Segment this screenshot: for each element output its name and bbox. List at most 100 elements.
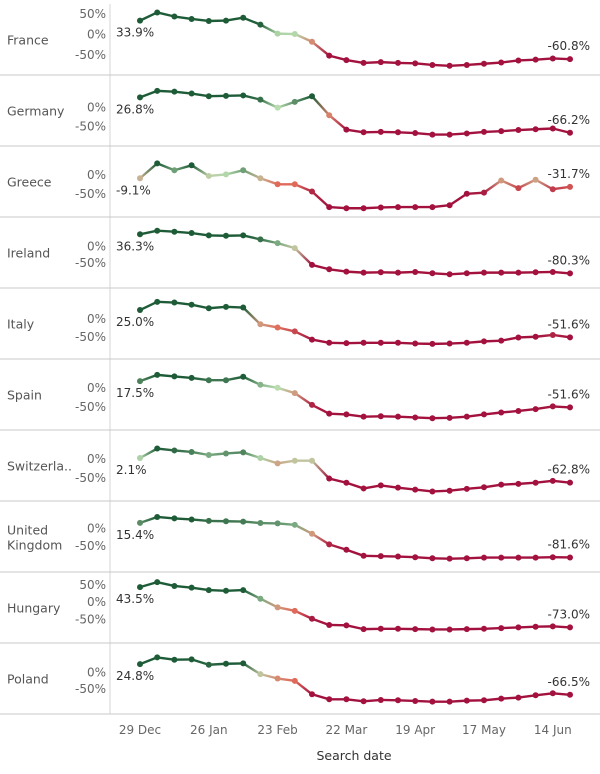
data-point (188, 162, 195, 169)
data-point (326, 339, 333, 346)
data-point (205, 172, 212, 179)
data-point (257, 520, 264, 527)
data-point (532, 126, 539, 133)
data-point (429, 270, 436, 277)
data-point (567, 554, 573, 561)
data-point (429, 61, 436, 68)
data-point (481, 189, 487, 196)
data-point (171, 228, 178, 235)
data-point (240, 449, 247, 456)
data-point (498, 409, 505, 416)
series-segment (517, 178, 537, 190)
data-point (205, 93, 212, 100)
data-point (395, 59, 401, 66)
data-point (188, 15, 195, 22)
series-segment (293, 94, 314, 104)
data-point (137, 94, 143, 101)
data-point (532, 269, 539, 276)
data-point (360, 205, 367, 212)
data-point (326, 410, 333, 417)
data-point (137, 584, 143, 591)
panel-country-label: France (7, 33, 49, 48)
data-point (481, 411, 487, 418)
panel-country-label-line: Poland (7, 672, 49, 687)
data-point (377, 696, 384, 703)
data-point (171, 582, 178, 589)
data-point (498, 177, 505, 184)
data-point (360, 413, 367, 420)
series-segment (241, 451, 262, 460)
data-point (154, 579, 161, 586)
data-point (223, 587, 229, 594)
data-point (481, 269, 487, 276)
data-point (343, 126, 350, 133)
data-point (395, 484, 401, 491)
data-point (377, 204, 384, 211)
data-point (377, 339, 384, 346)
data-point (567, 404, 573, 411)
data-point (463, 61, 470, 68)
data-point (377, 482, 384, 489)
data-point (515, 334, 522, 341)
series-segment (310, 459, 331, 480)
data-point (291, 98, 298, 105)
series-segment (138, 11, 159, 22)
panel-country-label: Spain (7, 388, 42, 403)
data-point (171, 373, 178, 380)
data-point (463, 485, 470, 492)
data-point (137, 307, 143, 314)
data-point (412, 697, 419, 704)
data-point (429, 698, 436, 705)
x-tick-label: 22 Mar (326, 723, 368, 737)
data-point (463, 555, 470, 562)
end-value-label: -66.5% (548, 675, 590, 689)
data-point (205, 305, 212, 312)
panel-5: Spain 0% -50% 17.5% -51.6% (0, 371, 600, 431)
y-tick-label: 0% (87, 521, 106, 535)
y-tick-label: 0% (87, 101, 106, 115)
data-point (395, 697, 401, 704)
data-point (240, 232, 247, 239)
data-point (567, 624, 573, 631)
end-value-label: -51.6% (548, 387, 590, 401)
data-point (481, 128, 487, 135)
data-point (532, 176, 539, 183)
data-point (343, 340, 350, 347)
series-segment (138, 162, 159, 180)
start-value-label: 25.0% (116, 315, 154, 329)
data-point (326, 52, 333, 59)
start-value-label: -9.1% (116, 183, 151, 197)
series-segment (293, 246, 314, 267)
data-point (223, 92, 229, 99)
y-tick-label: -50% (75, 48, 106, 62)
data-point (515, 127, 522, 134)
data-point (171, 515, 178, 522)
series-segment (190, 658, 211, 666)
data-point (274, 384, 281, 391)
series-segment (534, 178, 554, 191)
data-point (549, 690, 556, 697)
data-point (274, 604, 281, 611)
data-point (137, 17, 143, 24)
start-value-label: 24.8% (116, 669, 154, 683)
series-segment (328, 113, 348, 131)
data-point (360, 485, 367, 492)
data-point (240, 587, 247, 594)
series-segment (482, 179, 503, 194)
data-point (549, 554, 556, 561)
panel-country-label-line: Spain (7, 388, 42, 403)
x-tick-label: 19 Apr (395, 723, 435, 737)
y-tick-label: 0% (87, 381, 106, 395)
chart-panels: France 50% 0% -50% 33.9% -60.8% Germany 0% -50% 2… (0, 4, 600, 715)
data-point (429, 626, 436, 633)
data-point (463, 339, 470, 346)
y-tick-label: 50% (79, 578, 106, 592)
data-point (137, 231, 143, 238)
panel-country-label: Hungary (7, 601, 61, 616)
series-segment (276, 100, 296, 109)
data-point (274, 460, 281, 467)
panel-country-label-line: Italy (7, 317, 35, 332)
y-tick-label: 50% (79, 7, 106, 21)
start-value-label: 17.5% (116, 386, 154, 400)
